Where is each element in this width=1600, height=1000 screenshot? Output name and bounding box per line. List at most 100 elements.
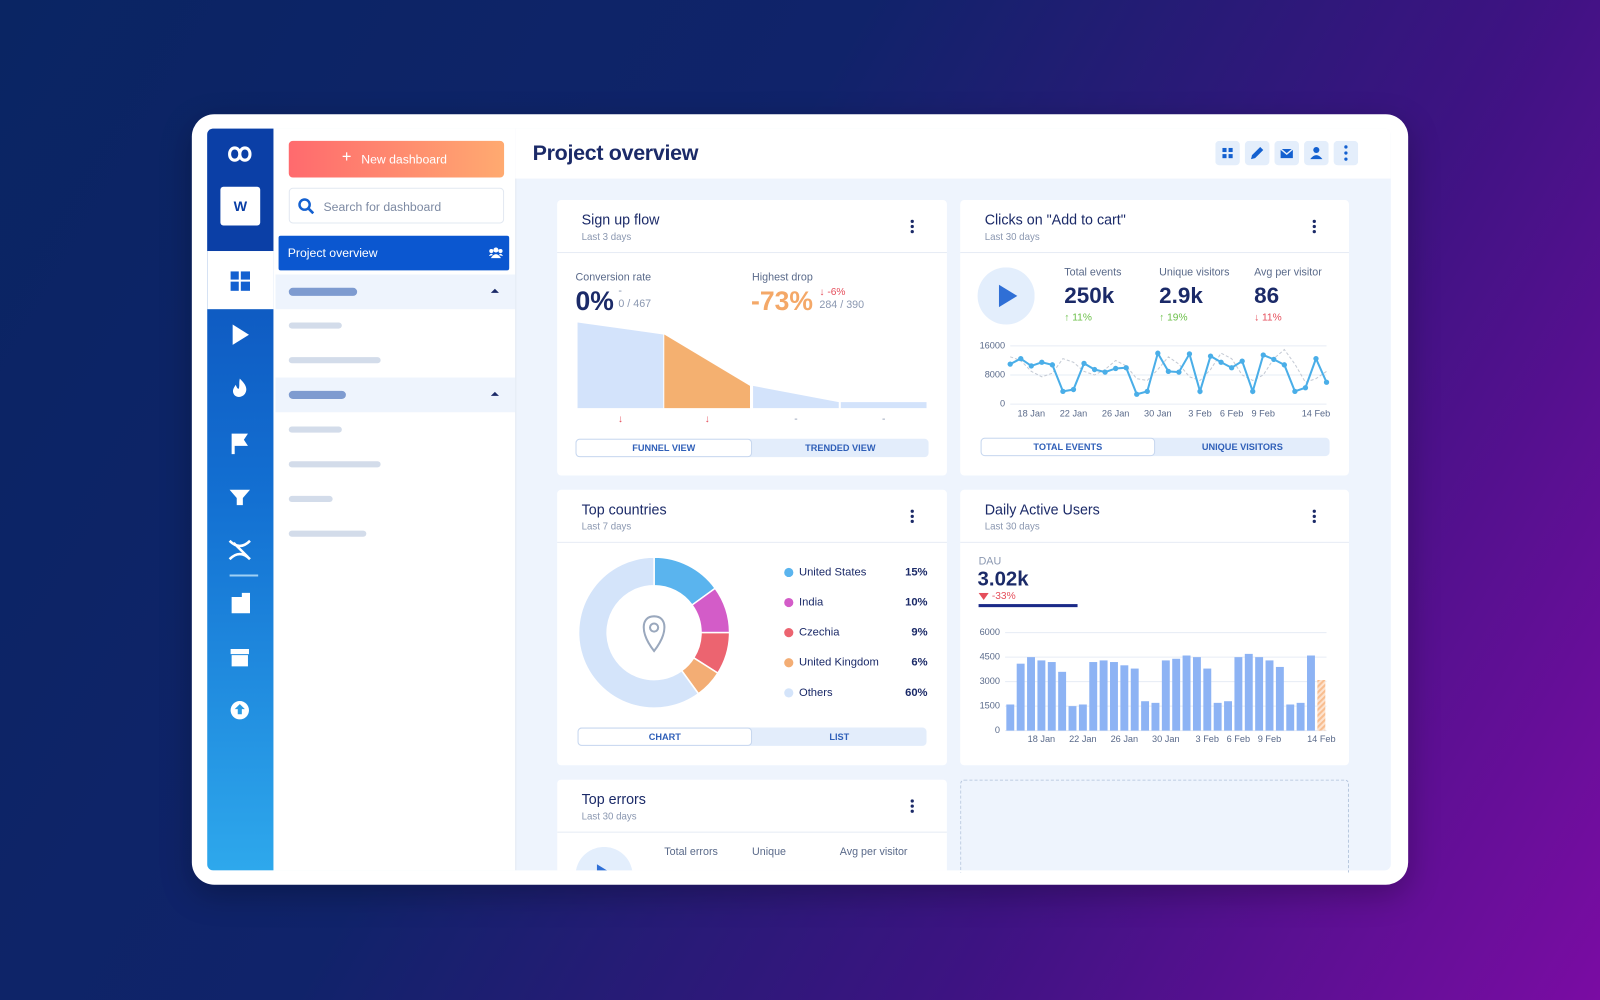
icon-funnels[interactable] — [229, 489, 250, 506]
tool-share[interactable] — [1304, 140, 1329, 166]
tab[interactable]: TRENDED VIEW — [805, 442, 876, 454]
stat-label: Total events — [1064, 266, 1122, 279]
widget-dau: Daily Active Users Last 30 days DAU 3.02… — [960, 489, 1349, 766]
metric-underline — [978, 604, 1078, 608]
widget-errors: Top errors Last 30 days Total errors Uni… — [557, 779, 947, 871]
new-dashboard-button[interactable]: + New dashboard — [288, 140, 505, 178]
conversion-value: 0% — [575, 285, 614, 317]
stat-value: 250k — [1064, 282, 1115, 309]
widget-menu[interactable] — [1312, 509, 1316, 524]
placeholder — [288, 461, 381, 468]
conversion-ratio: 0 / 467 — [618, 297, 652, 311]
icon-flags[interactable] — [231, 433, 248, 455]
widget-subtitle: Last 30 days — [984, 521, 1040, 533]
down-triangle — [978, 592, 989, 600]
tab[interactable]: CHART — [577, 727, 753, 746]
play-button[interactable] — [977, 267, 1035, 325]
widget-menu[interactable] — [910, 219, 914, 234]
drop-ratio: 284 / 390 — [819, 298, 865, 312]
widget-errors-clip: Top errors Last 30 days Total errors Uni… — [557, 779, 947, 871]
view-tabs: CHART LIST — [577, 727, 927, 746]
conversion-label: Conversion rate — [575, 271, 652, 284]
widget-menu[interactable] — [1312, 219, 1316, 234]
icon-heatmaps[interactable] — [232, 378, 247, 397]
page-title: Project overview — [532, 141, 699, 166]
placeholder — [288, 495, 333, 503]
stat-value: 2.9k — [1159, 282, 1203, 309]
tab[interactable]: FUNNEL VIEW — [575, 438, 753, 458]
collapse-icon — [490, 391, 499, 396]
collapse-icon — [490, 288, 499, 293]
tab[interactable]: LIST — [829, 731, 850, 742]
icon-replays[interactable] — [232, 324, 249, 345]
search-placeholder: Search for dashboard — [323, 199, 442, 215]
placeholder — [288, 287, 358, 296]
tab[interactable]: TOTAL EVENTS — [980, 437, 1156, 457]
section-header[interactable] — [275, 274, 516, 310]
icon-dashboards — [230, 271, 250, 291]
search-icon — [298, 198, 315, 215]
placeholder — [288, 390, 346, 399]
placeholder — [288, 426, 342, 433]
widget-subtitle: Last 7 days — [581, 521, 632, 533]
widget-subtitle: Last 3 days — [581, 231, 632, 243]
widget-countries: Top countries Last 7 days CHART LIST — [557, 489, 947, 766]
search-box[interactable]: Search for dashboard — [288, 187, 505, 224]
widget-subtitle: Last 30 days — [984, 231, 1040, 243]
icon-journeys[interactable] — [228, 539, 251, 561]
widget-title: Top errors — [581, 790, 646, 808]
header: Project overview — [515, 128, 1391, 179]
section-header[interactable] — [275, 377, 516, 413]
view-tabs: TOTAL EVENTS UNIQUE VISITORS — [980, 437, 1330, 457]
widget-menu[interactable] — [910, 509, 914, 524]
empty-slot[interactable] — [960, 779, 1349, 873]
icon-company[interactable] — [231, 592, 250, 614]
widget-menu[interactable] — [910, 799, 914, 813]
view-tabs: FUNNEL VIEW TRENDED VIEW — [575, 438, 929, 458]
divider — [960, 541, 1349, 543]
tool-layout[interactable] — [1215, 140, 1240, 166]
stat-label: Unique visitors — [1159, 266, 1230, 279]
placeholder — [288, 357, 381, 364]
stat-label: Unique — [752, 845, 787, 859]
widget-signup: Sign up flow Last 3 days Conversion rate… — [557, 199, 947, 476]
new-dashboard-label: New dashboard — [361, 152, 448, 167]
stat-change: ↓ 11% — [1254, 312, 1282, 324]
drop-value: -73% — [751, 285, 813, 317]
sidebar-icons: W — [207, 128, 274, 720]
active-nav[interactable] — [207, 251, 274, 310]
metric-label: DAU — [978, 555, 1002, 568]
tab[interactable]: UNIQUE VISITORS — [1201, 441, 1283, 453]
metric-value: 3.02k — [977, 568, 1029, 591]
placeholder — [288, 530, 367, 537]
drop-label: Highest drop — [752, 271, 813, 284]
selected-dashboard-label: Project overview — [287, 245, 378, 261]
stat-label: Avg per visitor — [1254, 266, 1322, 279]
icon-upload-arrow — [234, 704, 245, 715]
stat-value: 86 — [1254, 282, 1280, 309]
play-button[interactable] — [575, 846, 633, 871]
stat-change: ↑ 19% — [1159, 312, 1188, 324]
plus-icon: + — [341, 148, 352, 167]
stat-label: Total errors — [664, 845, 718, 859]
selected-dashboard[interactable]: Project overview — [278, 235, 510, 271]
conversion-delta: - — [618, 284, 622, 297]
toolbar — [1215, 140, 1359, 166]
divider — [557, 252, 947, 254]
placeholder — [288, 322, 342, 329]
widget-title: Sign up flow — [581, 211, 660, 228]
widget-title: Top countries — [581, 501, 667, 518]
divider — [557, 541, 947, 543]
drop-delta: ↓ -6% — [819, 286, 846, 298]
divider — [557, 831, 947, 833]
workspace-initial: W — [234, 199, 248, 215]
widget-title: Daily Active Users — [984, 501, 1100, 518]
icon-archive[interactable] — [230, 648, 249, 667]
metric-change: -33% — [991, 590, 1016, 603]
dashboard-panel: + New dashboard Search for dashboard Pro… — [273, 128, 517, 871]
divider — [960, 252, 1349, 254]
widget-title: Clicks on "Add to cart" — [984, 211, 1126, 228]
workspace-box[interactable] — [220, 186, 261, 226]
